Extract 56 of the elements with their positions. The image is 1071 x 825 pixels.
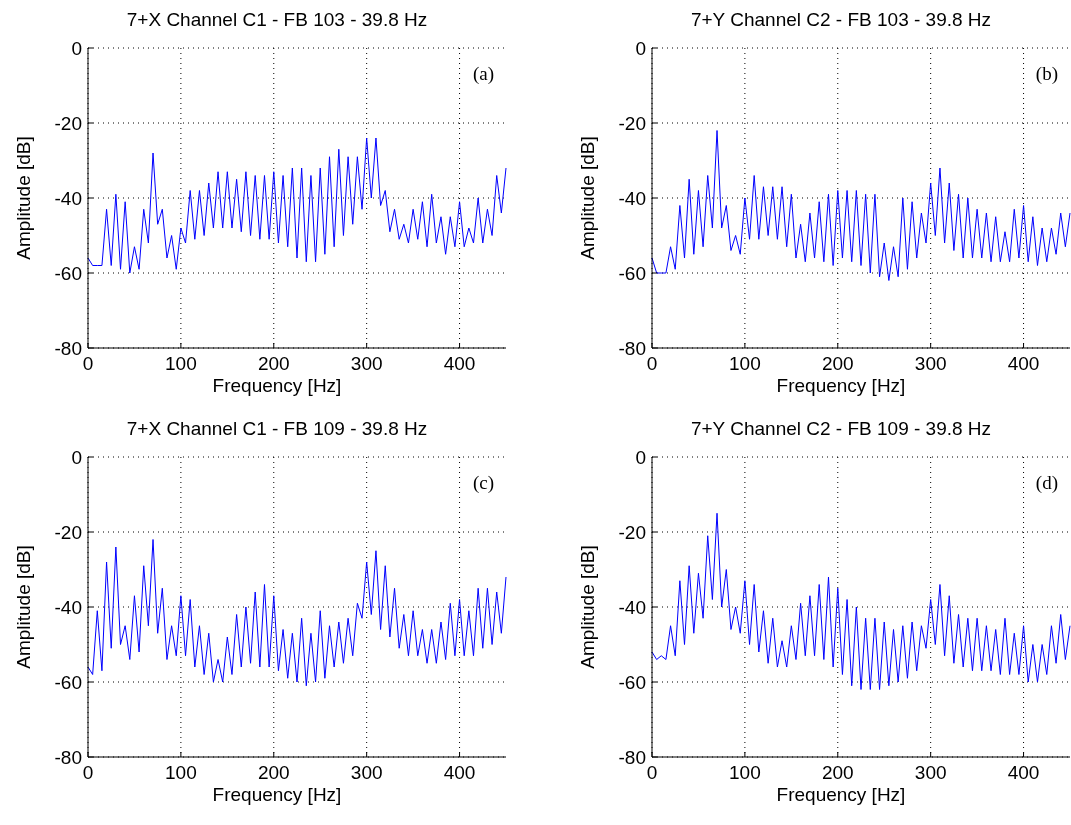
line-series — [87, 137, 507, 274]
y-tick-label: -20 — [618, 522, 646, 543]
y-tick-label: 0 — [71, 38, 82, 59]
annotation: (b) — [1035, 63, 1058, 85]
x-axis-title: Frequency [Hz] — [776, 784, 906, 805]
chart-title: 7+Y Channel C2 - FB 103 - 39.8 Hz — [690, 9, 992, 30]
y-axis-title: Amplitude [dB] — [13, 136, 34, 260]
x-tick-label: 300 — [350, 762, 383, 783]
x-tick-label: 200 — [821, 353, 854, 374]
y-tick-label: 0 — [635, 447, 646, 468]
x-tick-label: 200 — [821, 762, 854, 783]
x-tick-label: 100 — [165, 353, 197, 374]
x-tick-label: 100 — [729, 762, 761, 783]
x-axis-title: Frequency [Hz] — [776, 375, 906, 396]
x-tick-label: 200 — [257, 762, 290, 783]
y-tick-label: -80 — [54, 338, 82, 359]
annotation: (d) — [1035, 472, 1058, 494]
y-tick-label: -20 — [54, 522, 82, 543]
y-tick-label: -40 — [618, 597, 646, 618]
x-tick-label: 200 — [257, 353, 290, 374]
y-tick-label: -60 — [618, 263, 646, 284]
chart-title: 7+Y Channel C2 - FB 109 - 39.8 Hz — [690, 418, 992, 439]
y-axis-title: Amplitude [dB] — [577, 136, 598, 260]
y-axis-title: Amplitude [dB] — [577, 545, 598, 669]
y-tick-label: -40 — [54, 188, 82, 209]
y-tick-label: -20 — [54, 113, 82, 134]
y-tick-label: -40 — [54, 597, 82, 618]
y-tick-label: 0 — [635, 38, 646, 59]
y-tick-label: -60 — [54, 672, 82, 693]
x-tick-label: 400 — [1007, 353, 1040, 374]
annotation: (a) — [472, 63, 494, 85]
y-axis-title: Amplitude [dB] — [13, 545, 34, 669]
x-tick-label: 400 — [443, 353, 476, 374]
line-series — [651, 130, 1071, 281]
chart-title: 7+X Channel C1 - FB 109 - 39.8 Hz — [126, 418, 428, 439]
x-axis-title: Frequency [Hz] — [212, 784, 342, 805]
y-tick-label: -80 — [618, 747, 646, 768]
y-tick-label: 0 — [71, 447, 82, 468]
x-axis-title: Frequency [Hz] — [212, 375, 342, 396]
x-tick-label: 300 — [350, 353, 383, 374]
y-tick-label: -60 — [54, 263, 82, 284]
y-tick-label: -40 — [618, 188, 646, 209]
y-tick-label: -20 — [618, 113, 646, 134]
y-tick-label: -80 — [54, 747, 82, 768]
y-tick-label: -60 — [618, 672, 646, 693]
x-tick-label: 100 — [729, 353, 761, 374]
annotation: (c) — [472, 472, 494, 494]
y-tick-label: -80 — [618, 338, 646, 359]
line-series — [87, 539, 507, 687]
chart-title: 7+X Channel C1 - FB 103 - 39.8 Hz — [126, 9, 428, 30]
x-tick-label: 300 — [914, 353, 947, 374]
x-tick-label: 100 — [165, 762, 197, 783]
x-tick-label: 400 — [1007, 762, 1040, 783]
x-tick-label: 300 — [914, 762, 947, 783]
line-series — [651, 512, 1071, 690]
x-tick-label: 400 — [443, 762, 476, 783]
